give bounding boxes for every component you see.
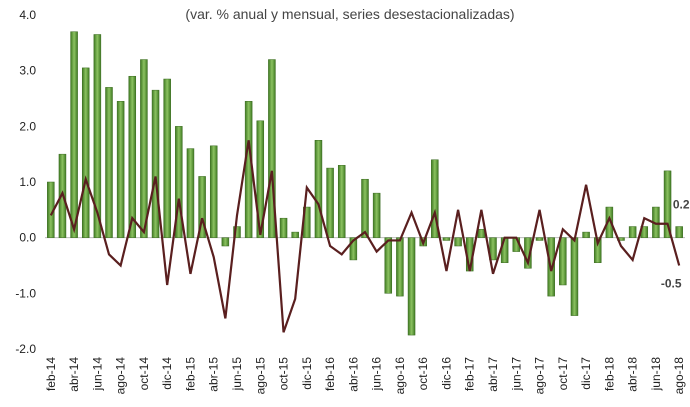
bar — [140, 59, 148, 238]
bar — [477, 229, 486, 238]
x-tick-label: abr-14 — [67, 357, 81, 392]
bar — [605, 206, 614, 238]
bar — [256, 120, 265, 238]
bar — [675, 226, 683, 238]
bar — [314, 140, 323, 238]
bar — [151, 89, 160, 238]
bar — [628, 226, 637, 238]
bar — [81, 67, 90, 238]
x-tick-label: ago-18 — [672, 357, 686, 395]
bar — [326, 167, 334, 238]
bar — [128, 75, 137, 238]
x-tick-label: jun-16 — [370, 357, 384, 392]
x-tick-label: abr-18 — [626, 357, 640, 392]
x-tick-label: abr-16 — [346, 357, 360, 392]
bar — [559, 237, 567, 286]
y-tick-label: 0.0 — [19, 231, 36, 245]
bar — [535, 237, 544, 241]
x-tick-label: abr-15 — [207, 357, 221, 392]
y-tick-label: 4.0 — [19, 8, 36, 22]
x-tick-label: jun-18 — [649, 357, 663, 392]
bar — [244, 101, 253, 238]
x-tick-label: dic-15 — [300, 357, 314, 390]
chart-title: (var. % anual y mensual, series desestac… — [185, 6, 514, 22]
y-tick-label: -1.0 — [15, 286, 36, 300]
bar — [500, 237, 509, 263]
y-tick-label: 3.0 — [19, 64, 36, 78]
bar — [407, 237, 416, 336]
x-tick-label: jun-17 — [509, 357, 523, 392]
bar — [454, 237, 462, 247]
bar — [349, 237, 358, 261]
x-tick-label: jun-14 — [90, 357, 104, 392]
bar — [163, 78, 171, 238]
x-tick-label: oct-14 — [137, 357, 151, 391]
y-tick-label: -2.0 — [15, 342, 36, 356]
x-tick-label: feb-14 — [44, 357, 58, 391]
x-tick-label: oct-15 — [277, 357, 291, 391]
bar — [105, 87, 113, 238]
bar — [361, 178, 369, 238]
x-tick-label: ago-17 — [533, 357, 547, 395]
x-tick-label: dic-16 — [439, 357, 453, 390]
bar — [233, 226, 241, 238]
bar — [337, 165, 346, 238]
bar — [372, 192, 381, 238]
bar — [279, 217, 288, 238]
bar — [198, 176, 206, 238]
bar — [186, 148, 195, 238]
x-tick-label: oct-16 — [416, 357, 430, 391]
bar — [221, 237, 230, 247]
data-label: -0.5 — [661, 277, 682, 291]
x-tick-label: feb-16 — [323, 357, 337, 391]
x-tick-label: ago-15 — [253, 357, 267, 395]
bar — [70, 31, 78, 238]
x-tick-label: feb-18 — [602, 357, 616, 391]
bar — [384, 237, 393, 294]
bar — [268, 59, 276, 238]
bar — [582, 231, 590, 238]
bar — [209, 145, 218, 238]
x-tick-label: feb-17 — [463, 357, 477, 391]
x-tick-label: oct-17 — [556, 357, 570, 391]
bar — [663, 170, 672, 238]
y-tick-label: 1.0 — [19, 175, 36, 189]
bar — [116, 101, 125, 238]
x-tick-label: dic-17 — [579, 357, 593, 390]
bar — [175, 126, 183, 238]
x-tick-label: jun-15 — [230, 357, 244, 392]
x-tick-label: feb-15 — [183, 357, 197, 391]
bar — [93, 34, 102, 238]
bar — [396, 237, 404, 297]
bar — [442, 237, 451, 241]
y-tick-label: 2.0 — [19, 119, 36, 133]
data-label: 0.2 — [673, 198, 690, 212]
x-tick-label: ago-14 — [114, 357, 128, 395]
bar — [431, 159, 439, 238]
bar — [570, 237, 579, 316]
x-tick-label: ago-16 — [393, 357, 407, 395]
x-tick-label: dic-14 — [160, 357, 174, 390]
bar — [291, 231, 299, 238]
line — [49, 140, 681, 333]
x-tick-label: abr-17 — [486, 357, 500, 392]
